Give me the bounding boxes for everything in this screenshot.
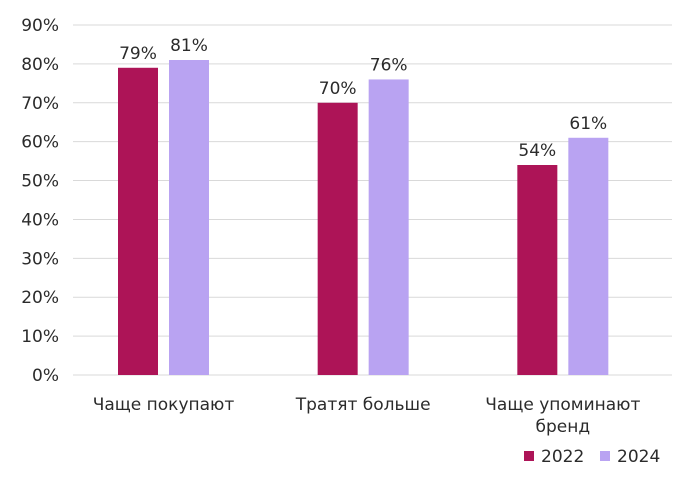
category-label: Тратят больше [295, 395, 431, 415]
y-tick-label: 50% [21, 172, 59, 192]
y-tick-label: 40% [21, 210, 59, 230]
y-tick-label: 80% [21, 55, 59, 75]
data-label: 70% [319, 79, 357, 99]
y-axis-ticks: 0% 10% 20% 30% 40% 50% 60% 70% 80% 90% [21, 16, 59, 386]
category-label: бренд [536, 417, 591, 437]
data-labels: 79% 81% 70% 76% 54% 61% [119, 36, 607, 161]
bar-2022-1 [317, 102, 358, 376]
legend-label: 2022 [541, 447, 584, 467]
bar-2024-1 [368, 79, 409, 375]
legend: 2022 2024 [524, 447, 660, 467]
bar-2022-2 [517, 165, 558, 375]
data-label: 61% [569, 114, 607, 134]
y-tick-label: 0% [32, 366, 59, 386]
category-labels: Чаще покупают Тратят больше Чаще упоминают… [93, 395, 641, 437]
legend-swatch [600, 451, 610, 461]
legend-swatch [524, 451, 534, 461]
y-tick-label: 10% [21, 327, 59, 347]
data-label: 54% [518, 141, 556, 161]
legend-label: 2024 [617, 447, 660, 467]
bars [118, 60, 609, 376]
y-tick-label: 90% [21, 16, 59, 36]
category-label: Чаще упоминают [485, 395, 640, 415]
data-label: 79% [119, 44, 157, 64]
bar-2024-0 [169, 60, 209, 375]
y-tick-label: 20% [21, 288, 59, 308]
data-label: 81% [170, 36, 208, 56]
y-tick-label: 30% [21, 249, 59, 269]
y-tick-label: 70% [21, 94, 59, 114]
category-label: Чаще покупают [93, 395, 235, 415]
bar-2022-0 [118, 67, 158, 376]
y-tick-label: 60% [21, 133, 59, 153]
bar-2024-2 [568, 137, 609, 375]
data-label: 76% [370, 55, 408, 75]
